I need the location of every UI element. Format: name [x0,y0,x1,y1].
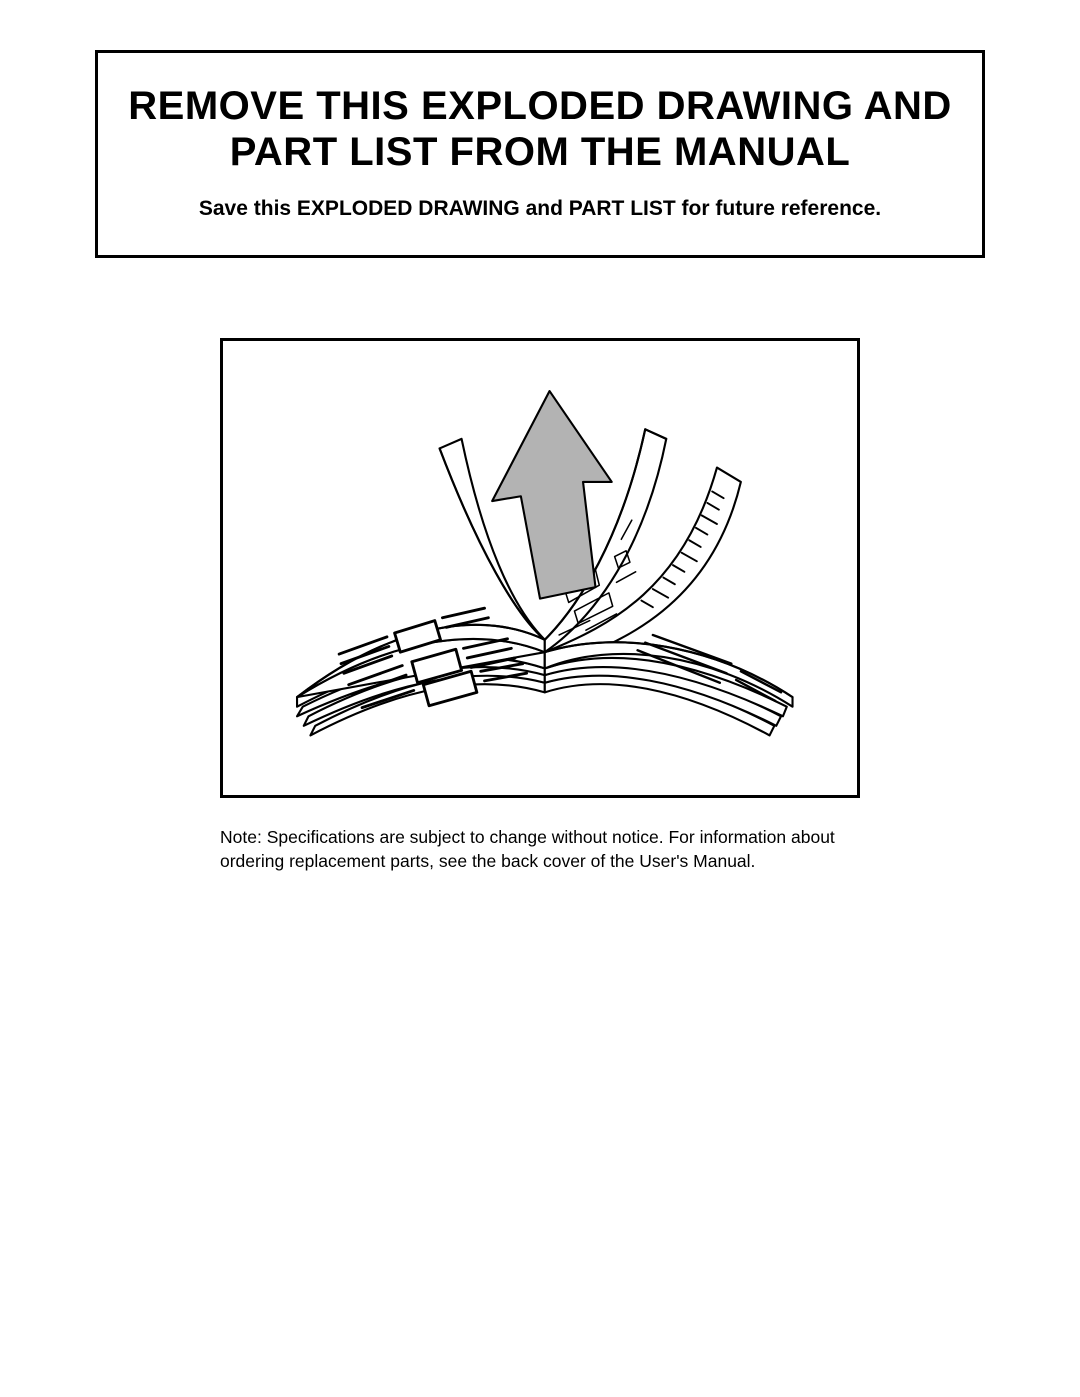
note-text: Note: Specifications are subject to chan… [220,826,860,873]
notice-box: REMOVE THIS EXPLODED DRAWING AND PART LI… [95,50,985,258]
manual-page-removal-icon [230,348,850,788]
notice-title: REMOVE THIS EXPLODED DRAWING AND PART LI… [128,83,952,175]
page: REMOVE THIS EXPLODED DRAWING AND PART LI… [0,0,1080,1397]
illustration-frame [220,338,860,798]
notice-subtitle: Save this EXPLODED DRAWING and PART LIST… [128,197,952,221]
